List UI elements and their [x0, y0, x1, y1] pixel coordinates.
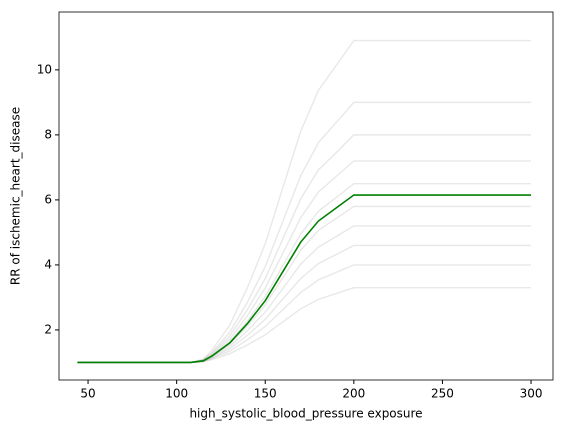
x-tick-label: 300: [520, 387, 543, 401]
y-tick-label: 4: [44, 257, 52, 271]
series-line: [77, 264, 532, 364]
x-tick-label: 100: [165, 387, 188, 401]
x-tick-label: 250: [431, 387, 454, 401]
x-tick-label: 50: [80, 387, 95, 401]
series-line: [77, 182, 532, 364]
series-line: [77, 194, 532, 364]
y-tick-label: 8: [44, 127, 52, 141]
series-line: [77, 101, 532, 364]
x-tick-label: 200: [342, 387, 365, 401]
series-line: [77, 39, 532, 364]
y-axis-label: RR of ischemic_heart_disease: [9, 107, 23, 285]
series-line: [77, 286, 532, 364]
series-line: [77, 244, 532, 364]
y-tick-label: 2: [44, 322, 52, 336]
y-tick-label: 6: [44, 192, 52, 206]
y-tick-label: 10: [37, 62, 52, 76]
plot-frame: [58, 11, 554, 381]
x-tick-label: 150: [254, 387, 277, 401]
x-axis-label: high_systolic_blood_pressure exposure: [189, 407, 422, 421]
